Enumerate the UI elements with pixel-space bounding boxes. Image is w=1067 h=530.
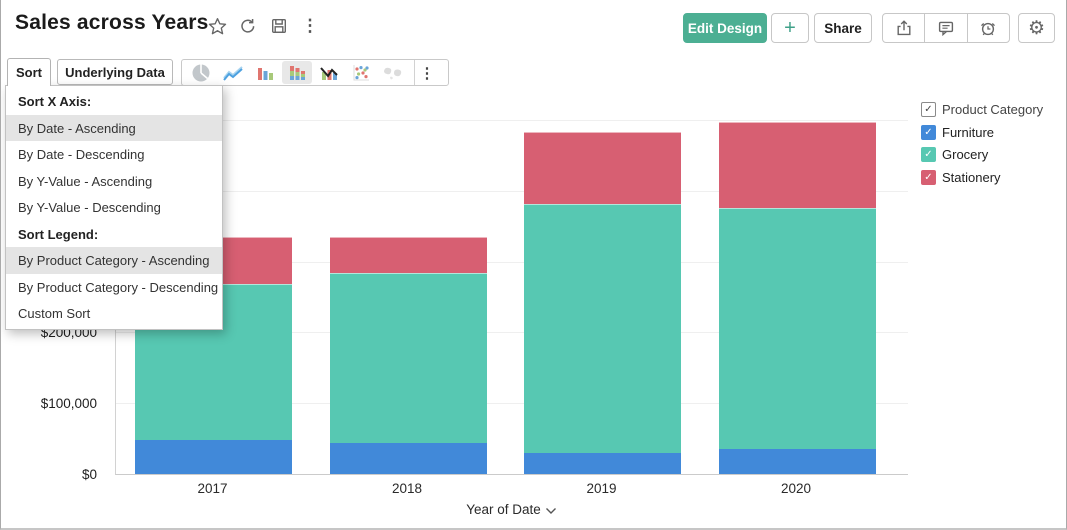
chevron-down-icon — [545, 508, 556, 514]
map-chart-icon[interactable] — [378, 61, 408, 84]
bar-segment-furniture-2018[interactable] — [329, 443, 487, 474]
sort-menu-item[interactable]: By Date - Descending — [18, 147, 145, 162]
edit-design-button[interactable]: Edit Design — [683, 13, 767, 43]
bar-segment-stationery-2018[interactable] — [329, 237, 487, 273]
legend-item-checkbox[interactable]: ✓ — [921, 147, 936, 162]
alarm-icon[interactable] — [966, 14, 1009, 42]
legend-item[interactable]: ✓ Furniture — [921, 124, 1043, 140]
sort-menu: Sort X Axis: By Date - Ascending By Date -… — [5, 85, 223, 330]
x-axis-title-label: Year of Date — [466, 502, 541, 517]
comment-icon[interactable] — [924, 14, 966, 42]
gridline — [116, 332, 908, 334]
stacked-bar-chart-icon[interactable] — [282, 61, 312, 84]
chart-legend: ✓ Product Category ✓ Furniture ✓ Grocery ✓ St… — [921, 102, 1043, 192]
bar-segment-furniture-2019[interactable] — [524, 453, 681, 474]
more-chart-types-icon[interactable]: ⋮ — [419, 64, 435, 82]
legend-title-row[interactable]: ✓ Product Category — [921, 102, 1043, 117]
share-button[interactable]: Share — [814, 13, 872, 43]
toolbar-divider — [414, 60, 415, 85]
bar-chart-icon[interactable] — [250, 61, 280, 84]
sort-menu-item[interactable]: By Product Category - Ascending — [6, 247, 222, 274]
legend-item[interactable]: ✓ Grocery — [921, 147, 1043, 162]
sort-menu-section-header: Sort X Axis: — [18, 94, 92, 109]
bar-segment-grocery-2019[interactable] — [524, 204, 681, 453]
line-chart-icon[interactable] — [218, 61, 248, 84]
x-tick-label: 2018 — [391, 481, 423, 496]
bar-segment-grocery-2018[interactable] — [329, 273, 487, 443]
chart-type-toolbar: ⋮ — [181, 59, 449, 86]
sort-menu-item[interactable]: By Product Category - Descending — [18, 279, 219, 295]
x-tick-label: 2019 — [586, 481, 617, 496]
scatter-chart-icon[interactable] — [346, 61, 376, 84]
sort-tab[interactable]: Sort — [7, 58, 51, 86]
bar-segment-furniture-2020[interactable] — [718, 449, 876, 474]
export-icon[interactable] — [883, 14, 924, 42]
gridline — [116, 261, 908, 263]
bar-segment-stationery-2020[interactable] — [718, 122, 876, 208]
gridline — [116, 120, 908, 122]
y-tick-label: $100,000 — [40, 396, 97, 412]
chart-plot-area — [115, 100, 908, 475]
x-axis-title[interactable]: Year of Date — [115, 502, 908, 517]
legend-item-label: Stationery — [942, 169, 1001, 185]
bar-segment-stationery-2019[interactable] — [524, 132, 681, 204]
gridline — [116, 190, 908, 192]
y-tick-label: $0 — [81, 467, 97, 482]
legend-item-checkbox[interactable]: ✓ — [921, 124, 936, 140]
legend-item[interactable]: ✓ Stationery — [921, 169, 1043, 185]
sort-menu-item[interactable]: By Y-Value - Ascending — [18, 173, 153, 189]
refresh-icon[interactable] — [238, 16, 258, 36]
x-tick-label: 2017 — [197, 481, 228, 496]
x-axis-labels: 2017 2018 2019 2020 — [115, 481, 908, 499]
bar-segment-grocery-2020[interactable] — [718, 208, 876, 449]
x-tick-label: 2020 — [780, 481, 812, 496]
sort-menu-section-header: Sort Legend: — [18, 226, 99, 242]
more-vertical-icon[interactable]: ⋮ — [301, 16, 319, 35]
sort-menu-item[interactable]: By Date - Ascending — [6, 114, 222, 141]
legend-item-label: Furniture — [942, 124, 995, 140]
underlying-data-tab[interactable]: Underlying Data — [57, 59, 173, 85]
legend-title-checkbox[interactable]: ✓ — [921, 102, 936, 117]
add-button[interactable]: + — [771, 13, 809, 43]
settings-icon[interactable]: ⚙ — [1018, 13, 1055, 43]
star-icon[interactable] — [207, 16, 227, 36]
legend-title: Product Category — [942, 102, 1044, 117]
combo-chart-icon[interactable] — [314, 61, 344, 84]
legend-item-checkbox[interactable]: ✓ — [921, 169, 936, 185]
legend-item-label: Grocery — [942, 147, 989, 162]
bar-segment-furniture-2017[interactable] — [135, 440, 292, 474]
pie-chart-icon[interactable] — [186, 61, 216, 84]
header-action-group — [882, 13, 1010, 43]
title-icon-row: ⋮ — [207, 16, 320, 36]
gridline — [116, 403, 908, 405]
sort-menu-item[interactable]: Custom Sort — [18, 306, 91, 321]
save-icon[interactable] — [269, 16, 289, 36]
sort-menu-item[interactable]: By Y-Value - Descending — [18, 200, 161, 215]
page-title: Sales across Years — [15, 11, 209, 34]
